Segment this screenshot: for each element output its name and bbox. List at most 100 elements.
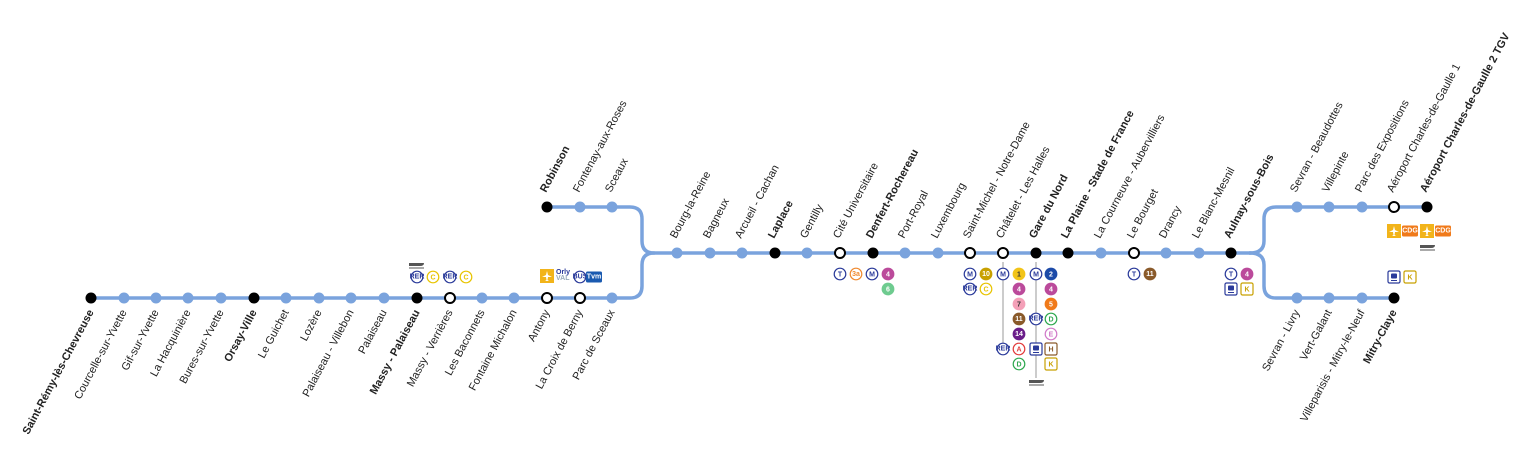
station-label-antony[interactable]: Antony	[526, 307, 553, 343]
station-dot-vert-galant[interactable]	[1323, 292, 1335, 304]
station-label-orsay[interactable]: Orsay-Ville	[222, 308, 259, 364]
station-dot-port-royal[interactable]	[899, 247, 911, 259]
badge-rer: RER	[1029, 312, 1043, 326]
station-dot-villeparisis[interactable]	[1356, 292, 1368, 304]
station-dot-bourg-la-reine[interactable]	[671, 247, 683, 259]
station-dot-gentilly[interactable]	[801, 247, 813, 259]
station-dot-laplace[interactable]	[769, 247, 781, 259]
station-dot-cdg1[interactable]	[1388, 201, 1400, 213]
station-label-vert-galant[interactable]: Vert-Galant	[1298, 308, 1335, 363]
station-dot-saint-remy[interactable]	[85, 292, 97, 304]
station-dot-palaiseau[interactable]	[378, 292, 390, 304]
station-dot-aulnay[interactable]	[1225, 247, 1237, 259]
svg-text:3a: 3a	[852, 271, 860, 278]
station-dot-saint-michel[interactable]	[964, 247, 976, 259]
station-dot-blanc-mesnil[interactable]	[1193, 247, 1205, 259]
station-label-guichet[interactable]: Le Guichet	[256, 308, 292, 361]
station-dot-la-plaine[interactable]	[1062, 247, 1074, 259]
svg-text:E: E	[1049, 332, 1054, 339]
station-dot-courneuve[interactable]	[1095, 247, 1107, 259]
badge-11: 11	[1012, 312, 1026, 326]
station-label-villepinte[interactable]: Villepinte	[1320, 150, 1351, 195]
svg-text:1: 1	[1017, 272, 1021, 279]
station-dot-chatelet[interactable]	[997, 247, 1009, 259]
station-dot-massy-palaiseau[interactable]	[411, 292, 423, 304]
station-dot-fontenay[interactable]	[574, 201, 586, 213]
station-dot-robinson[interactable]	[541, 201, 553, 213]
badge-1: 1	[1012, 267, 1026, 281]
station-label-lozere[interactable]: Lozère	[298, 308, 324, 343]
badge-4: 4	[1044, 282, 1058, 296]
svg-text:T: T	[1229, 272, 1234, 279]
station-label-bagneux[interactable]: Bagneux	[701, 196, 732, 240]
station-dot-guichet[interactable]	[280, 292, 292, 304]
badge-rer: RER	[996, 342, 1011, 356]
station-label-sceaux[interactable]: Sceaux	[603, 156, 631, 194]
station-dot-gif[interactable]	[150, 292, 162, 304]
badge-c: C	[426, 270, 440, 284]
station-dot-luxembourg[interactable]	[932, 247, 944, 259]
badge-a: A	[1012, 342, 1026, 356]
badge-t: T	[1127, 267, 1141, 281]
svg-text:4: 4	[886, 272, 890, 279]
station-dot-cite-u[interactable]	[834, 247, 846, 259]
badge-7: 7	[1012, 297, 1026, 311]
svg-text:RER: RER	[996, 346, 1011, 353]
station-label-robinson[interactable]: Robinson	[538, 144, 573, 195]
station-dot-courcelle[interactable]	[118, 292, 130, 304]
station-dot-baconnets[interactable]	[476, 292, 488, 304]
station-dot-bourget[interactable]	[1128, 247, 1140, 259]
station-dot-parc-expo[interactable]	[1356, 201, 1368, 213]
station-dot-cdg2[interactable]	[1421, 201, 1433, 213]
station-dot-villepinte[interactable]	[1323, 201, 1335, 213]
station-dot-fontaine-michalon[interactable]	[508, 292, 520, 304]
station-dot-sceaux[interactable]	[606, 201, 618, 213]
station-dot-denfert[interactable]	[867, 247, 879, 259]
station-dot-hacquiniere[interactable]	[182, 292, 194, 304]
badge-bus: BUS	[573, 270, 588, 284]
train-icon	[1387, 270, 1401, 284]
station-label-drancy[interactable]: Drancy	[1157, 204, 1184, 241]
station-dot-drancy[interactable]	[1160, 247, 1172, 259]
station-dot-antony[interactable]	[541, 292, 553, 304]
svg-text:4: 4	[1049, 287, 1053, 294]
station-dot-bagneux[interactable]	[704, 247, 716, 259]
svg-text:5: 5	[1049, 302, 1053, 309]
station-label-sevran-livry[interactable]: Sevran - Livry	[1260, 307, 1303, 373]
svg-text:Orly: Orly	[556, 269, 570, 276]
svg-text:Tvm: Tvm	[587, 274, 601, 281]
station-dot-arcueil[interactable]	[736, 247, 748, 259]
station-dot-sevran-beaudottes[interactable]	[1291, 201, 1303, 213]
station-label-mitry[interactable]: Mitry-Claye	[1361, 308, 1399, 366]
badge-m: M	[963, 267, 977, 281]
station-dot-palaiseau-villebon[interactable]	[345, 292, 357, 304]
svg-text:4: 4	[1245, 272, 1249, 279]
station-dot-gare-du-nord[interactable]	[1030, 247, 1042, 259]
station-dot-mitry[interactable]	[1388, 292, 1400, 304]
station-dot-massy-verrieres[interactable]	[444, 292, 456, 304]
svg-text:T: T	[1132, 272, 1137, 279]
station-dot-sevran-livry[interactable]	[1291, 292, 1303, 304]
plane-icon	[1387, 224, 1401, 238]
station-label-laplace[interactable]: Laplace	[766, 199, 796, 241]
badge-cdg-val: CDG	[1435, 225, 1451, 237]
badge-rer: RER	[443, 270, 457, 284]
station-label-palaiseau[interactable]: Palaiseau	[356, 308, 389, 356]
station-label-villeparisis[interactable]: Villeparisis - Mitry-le-Neuf	[1298, 307, 1368, 424]
station-dot-croix-berny[interactable]	[574, 292, 586, 304]
svg-text:4: 4	[1017, 287, 1021, 294]
station-label-bourget[interactable]: Le Bourget	[1125, 187, 1161, 240]
station-label-gentilly[interactable]: Gentilly	[798, 202, 826, 240]
station-dot-parc-sceaux[interactable]	[606, 292, 618, 304]
station-dot-bures[interactable]	[215, 292, 227, 304]
tgv-icon	[1420, 245, 1435, 251]
station-label-port-royal[interactable]: Port-Royal	[896, 189, 931, 241]
station-dot-lozere[interactable]	[313, 292, 325, 304]
badge-k: K	[1403, 270, 1417, 284]
station-label-aulnay[interactable]: Aulnay-sous-Bois	[1222, 152, 1276, 240]
svg-text:C: C	[430, 275, 435, 282]
station-dot-orsay[interactable]	[248, 292, 260, 304]
track-segment	[89, 251, 1252, 300]
